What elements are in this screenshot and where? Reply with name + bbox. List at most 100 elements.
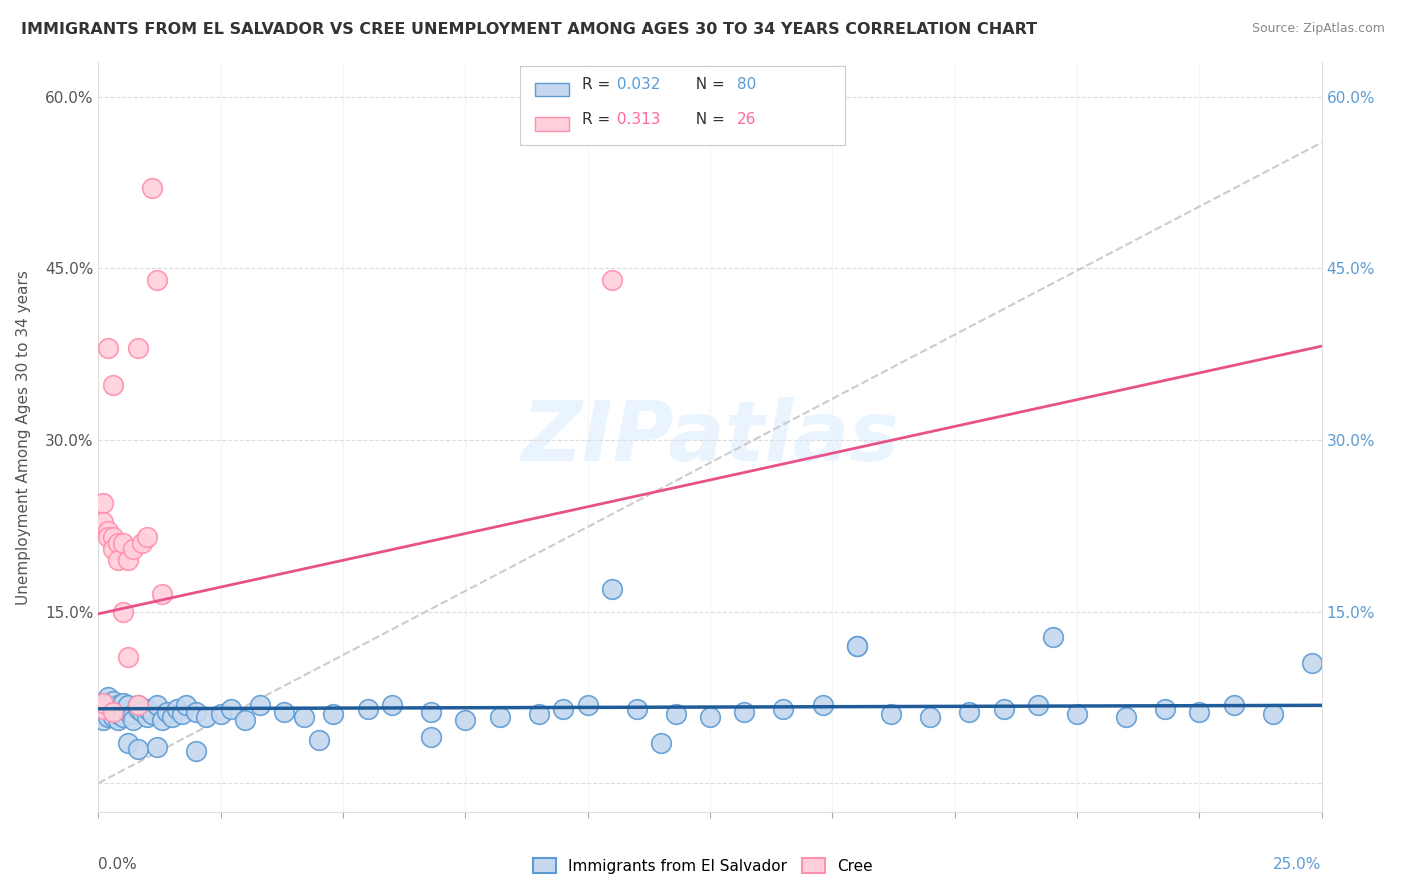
Point — [127, 702, 149, 716]
Text: 0.0%: 0.0% — [98, 857, 138, 872]
Point — [101, 705, 124, 719]
Point — [127, 698, 149, 713]
Point — [150, 587, 173, 601]
Point — [101, 530, 124, 544]
Point — [136, 530, 159, 544]
Point — [308, 732, 330, 747]
Point — [1154, 702, 1177, 716]
Point — [233, 713, 256, 727]
Text: 26: 26 — [737, 112, 756, 127]
Legend: Immigrants from El Salvador, Cree: Immigrants from El Salvador, Cree — [527, 852, 879, 880]
Text: 80: 80 — [737, 77, 756, 92]
Point — [111, 696, 134, 710]
Text: ZIPatlas: ZIPatlas — [522, 397, 898, 477]
Point — [146, 698, 169, 713]
Point — [146, 273, 169, 287]
Point — [107, 536, 129, 550]
Point — [91, 516, 114, 530]
Point — [97, 698, 120, 713]
Text: R =: R = — [582, 112, 614, 127]
FancyBboxPatch shape — [536, 117, 569, 131]
Text: 25.0%: 25.0% — [1274, 857, 1322, 872]
Point — [101, 703, 124, 717]
Point — [141, 181, 163, 195]
Point — [811, 698, 834, 713]
Point — [160, 710, 183, 724]
Point — [273, 705, 295, 719]
Point — [249, 698, 271, 713]
Point — [121, 541, 143, 556]
Point — [91, 702, 114, 716]
Point — [131, 705, 153, 719]
Point — [117, 736, 139, 750]
Point — [186, 744, 208, 758]
Point — [150, 713, 173, 727]
Point — [97, 705, 120, 719]
Point — [91, 713, 114, 727]
Point — [1026, 698, 1049, 713]
Point — [845, 639, 868, 653]
Point — [553, 702, 575, 716]
Point — [381, 698, 404, 713]
Text: 0.313: 0.313 — [612, 112, 661, 127]
Point — [920, 710, 942, 724]
Point — [733, 705, 755, 719]
Point — [957, 705, 980, 719]
Point — [322, 707, 344, 722]
Point — [101, 378, 124, 392]
Point — [97, 342, 120, 356]
Point — [166, 702, 188, 716]
Point — [111, 710, 134, 724]
Y-axis label: Unemployment Among Ages 30 to 34 years: Unemployment Among Ages 30 to 34 years — [17, 269, 31, 605]
Point — [576, 698, 599, 713]
Point — [1042, 630, 1064, 644]
Point — [127, 741, 149, 756]
Point — [136, 702, 159, 716]
Point — [127, 698, 149, 713]
Point — [186, 705, 208, 719]
Point — [121, 707, 143, 722]
Point — [699, 710, 721, 724]
Point — [527, 707, 550, 722]
Text: IMMIGRANTS FROM EL SALVADOR VS CREE UNEMPLOYMENT AMONG AGES 30 TO 34 YEARS CORRE: IMMIGRANTS FROM EL SALVADOR VS CREE UNEM… — [21, 22, 1038, 37]
Point — [111, 702, 134, 716]
Point — [420, 705, 443, 719]
Text: Source: ZipAtlas.com: Source: ZipAtlas.com — [1251, 22, 1385, 36]
Point — [356, 702, 378, 716]
FancyBboxPatch shape — [520, 66, 845, 145]
Point — [111, 536, 134, 550]
Point — [772, 702, 794, 716]
Point — [91, 696, 114, 710]
Point — [127, 342, 149, 356]
Point — [101, 541, 124, 556]
Point — [141, 707, 163, 722]
Point — [117, 698, 139, 713]
Point — [91, 702, 114, 716]
Point — [292, 710, 315, 724]
Point — [1222, 698, 1244, 713]
Point — [146, 739, 169, 754]
Point — [1301, 656, 1323, 670]
Point — [176, 698, 198, 713]
Point — [97, 710, 120, 724]
Point — [993, 702, 1015, 716]
Point — [1261, 707, 1284, 722]
Point — [117, 553, 139, 567]
Point — [209, 707, 232, 722]
Point — [97, 524, 120, 539]
Point — [600, 273, 623, 287]
Point — [845, 639, 868, 653]
Point — [107, 713, 129, 727]
Point — [488, 710, 510, 724]
Point — [1066, 707, 1088, 722]
Point — [1188, 705, 1211, 719]
Point — [101, 710, 124, 724]
Point — [131, 536, 153, 550]
Point — [91, 496, 114, 510]
FancyBboxPatch shape — [536, 83, 569, 96]
Point — [454, 713, 477, 727]
Text: N =: N = — [686, 77, 730, 92]
Point — [121, 713, 143, 727]
Point — [107, 698, 129, 713]
Point — [117, 705, 139, 719]
